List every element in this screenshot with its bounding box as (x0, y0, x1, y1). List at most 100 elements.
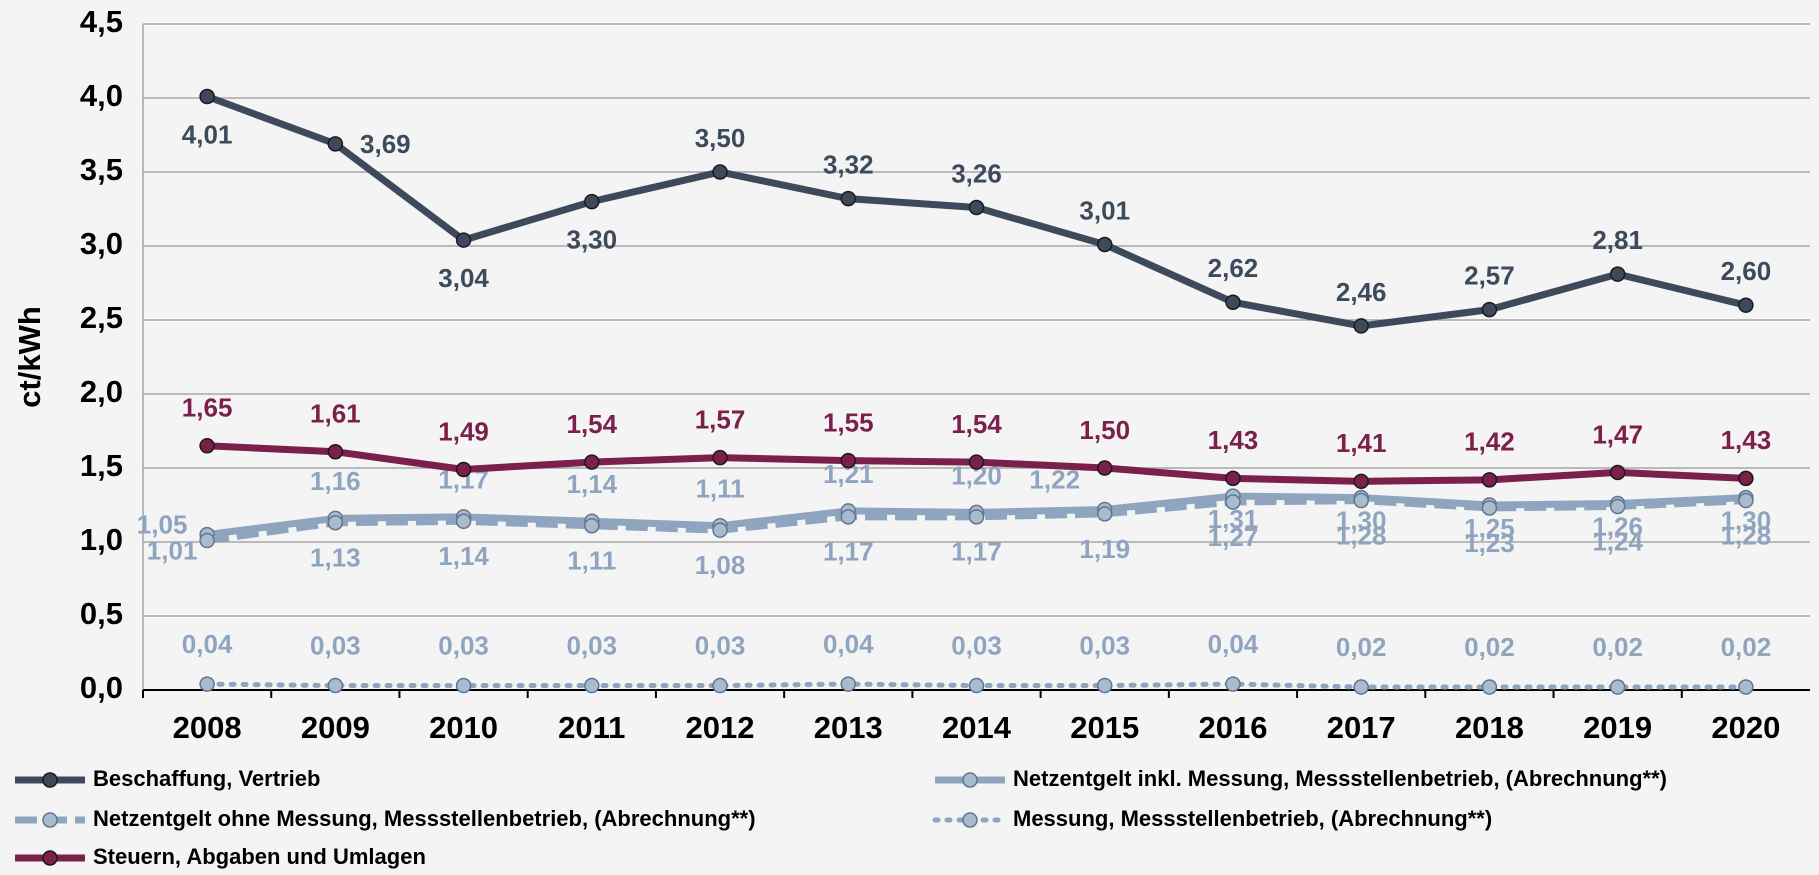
data-label: 1,24 (1592, 526, 1643, 556)
data-label: 1,17 (951, 537, 1002, 567)
data-label: 0,03 (567, 630, 618, 660)
data-point (968, 677, 985, 694)
data-label: 1,05 (137, 509, 188, 539)
data-label: 1,19 (1079, 534, 1130, 564)
data-label: 0,02 (1464, 632, 1515, 662)
data-point (1481, 301, 1498, 318)
data-point (840, 509, 857, 525)
data-label: 2,62 (1208, 253, 1259, 283)
data-label: 2,57 (1464, 261, 1515, 291)
data-label: 1,43 (1721, 425, 1772, 455)
data-label: 1,01 (147, 535, 198, 565)
data-label: 1,49 (438, 416, 489, 446)
data-label: 1,25 (1464, 513, 1515, 543)
data-point (455, 232, 472, 248)
data-point (1481, 500, 1498, 516)
data-label: 1,28 (1336, 520, 1387, 550)
data-label: 3,01 (1079, 195, 1130, 225)
data-label: 2,46 (1336, 277, 1387, 307)
data-point (327, 677, 344, 694)
legend-label: Netzentgelt inkl. Messung, Messstellenbe… (1013, 766, 1667, 791)
legend-marker (42, 772, 58, 788)
data-point (584, 517, 600, 534)
data-point (712, 164, 728, 180)
y-tick-label: 1,0 (80, 522, 123, 557)
data-point (1738, 297, 1754, 313)
data-point (1609, 464, 1626, 481)
data-point (840, 190, 857, 207)
data-label: 3,69 (360, 129, 411, 159)
y-tick-label: 3,0 (80, 226, 123, 261)
data-label: 1,54 (951, 409, 1002, 439)
data-point (712, 677, 728, 694)
data-label: 0,02 (1721, 632, 1772, 662)
data-point (1738, 470, 1754, 487)
data-label: 1,30 (1336, 505, 1387, 535)
data-point (1225, 494, 1241, 510)
data-point (1225, 470, 1241, 487)
y-tick-label: 1,5 (80, 448, 123, 483)
data-point (968, 509, 985, 525)
data-label: 0,03 (951, 630, 1002, 660)
data-label: 1,08 (695, 550, 746, 580)
x-tick-label: 2008 (173, 710, 242, 745)
data-label: 1,16 (310, 466, 361, 496)
data-label: 1,14 (438, 541, 489, 571)
x-tick-label: 2015 (1070, 710, 1139, 745)
data-label: 1,42 (1464, 427, 1515, 457)
data-label: 3,32 (823, 150, 874, 180)
x-tick-label: 2017 (1327, 710, 1396, 745)
data-point (327, 443, 344, 460)
data-point (1225, 676, 1241, 692)
data-label: 2,60 (1721, 256, 1772, 286)
legend-marker (42, 850, 58, 866)
data-point (1481, 679, 1498, 695)
data-label: 0,02 (1592, 632, 1643, 662)
data-point (199, 532, 215, 549)
data-label: 1,61 (310, 399, 361, 429)
legend-label: Messung, Messstellenbetrieb, (Abrechnung… (1013, 806, 1492, 831)
data-point (1609, 679, 1626, 695)
data-label: 1,26 (1592, 511, 1643, 541)
x-tick-label: 2014 (942, 710, 1012, 745)
data-point (1353, 492, 1369, 509)
data-label: 1,43 (1208, 425, 1259, 455)
data-point (455, 677, 472, 694)
data-point (455, 513, 472, 530)
x-tick-label: 2009 (301, 710, 370, 745)
data-point (1353, 473, 1369, 490)
data-label: 0,04 (182, 629, 233, 659)
data-point (968, 199, 985, 216)
legend-marker (962, 812, 978, 828)
data-label: 1,57 (695, 405, 746, 435)
data-label: 1,65 (182, 393, 233, 423)
data-label: 1,30 (1721, 505, 1772, 535)
data-point (584, 193, 600, 210)
data-point (1096, 506, 1113, 522)
data-label: 1,47 (1592, 419, 1643, 449)
data-label: 1,27 (1208, 522, 1259, 552)
data-point (840, 452, 857, 469)
data-point (199, 438, 215, 454)
data-label: 1,55 (823, 407, 874, 437)
legend-marker (42, 812, 58, 828)
x-tick-label: 2018 (1455, 710, 1524, 745)
data-point (327, 136, 344, 152)
data-label: 1,11 (695, 474, 744, 504)
data-label: 0,03 (695, 630, 746, 660)
legend-label: Steuern, Abgaben und Umlagen (93, 844, 426, 869)
y-tick-label: 4,0 (80, 78, 123, 113)
data-point (1353, 318, 1369, 334)
x-tick-label: 2013 (814, 710, 883, 745)
data-point (1096, 677, 1113, 694)
data-label: 3,50 (695, 123, 746, 153)
data-label: 1,13 (310, 543, 361, 573)
data-label: 4,01 (182, 119, 233, 149)
data-label: 0,03 (438, 630, 489, 660)
data-label: 3,30 (567, 224, 618, 254)
y-tick-label: 2,5 (80, 300, 123, 335)
x-tick-label: 2012 (686, 710, 755, 745)
legend-label: Beschaffung, Vertrieb (93, 766, 320, 791)
data-label: 1,17 (823, 537, 874, 567)
